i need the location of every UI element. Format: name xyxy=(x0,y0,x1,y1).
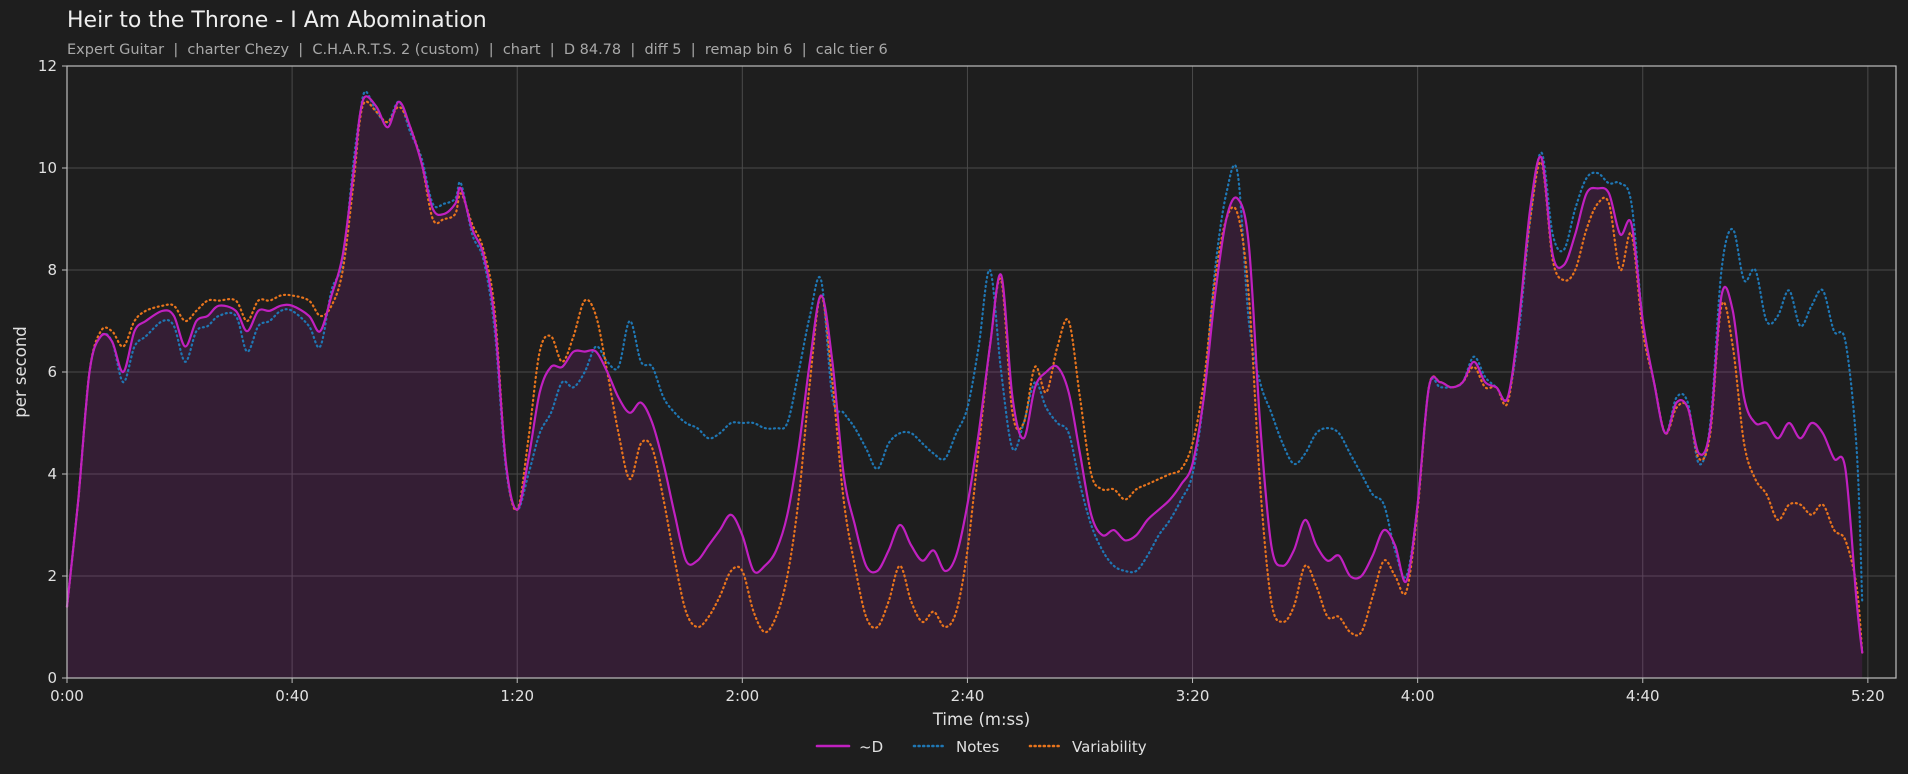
y-tick-label-4: 8 xyxy=(47,261,57,279)
x-tick-label-3: 2:00 xyxy=(725,687,759,705)
series-line-1 xyxy=(65,90,1864,608)
y-tick-label-2: 4 xyxy=(47,465,57,483)
y-tick-label-6: 12 xyxy=(38,57,57,75)
x-axis-ticks: 0:00 0:40 1:20 2:00 2:40 3:20 4:00 4:40 5:20 xyxy=(50,678,1885,705)
y-tick-label-1: 2 xyxy=(47,567,57,585)
x-tick-label-0: 0:00 xyxy=(50,687,84,705)
x-tick-label-1: 0:40 xyxy=(275,687,309,705)
legend-label-1: Notes xyxy=(956,738,1000,756)
y-tick-label-0: 0 xyxy=(47,669,57,687)
y-tick-label-3: 6 xyxy=(47,363,57,381)
series-line-0 xyxy=(65,95,1864,654)
legend: ~D Notes Variability xyxy=(815,738,1147,756)
series-area-0 xyxy=(67,96,1863,679)
legend-item-0: ~D xyxy=(815,738,883,756)
y-axis-ticks: 0 2 4 6 8 10 12 xyxy=(38,57,67,687)
series-line-2 xyxy=(65,100,1864,654)
legend-item-2: Variability xyxy=(1028,738,1147,756)
legend-label-2: Variability xyxy=(1072,738,1147,756)
x-tick-label-6: 4:00 xyxy=(1401,687,1435,705)
x-tick-label-8: 5:20 xyxy=(1851,687,1885,705)
x-tick-label-2: 1:20 xyxy=(500,687,534,705)
y-tick-label-5: 10 xyxy=(38,159,57,177)
x-axis-label: Time (m:ss) xyxy=(932,710,1030,729)
legend-label-0: ~D xyxy=(859,738,883,756)
x-tick-label-5: 3:20 xyxy=(1176,687,1210,705)
y-axis-label: per second xyxy=(11,326,30,418)
x-tick-label-7: 4:40 xyxy=(1626,687,1660,705)
chart-title: Heir to the Throne - I Am Abomination xyxy=(67,8,487,33)
area-fill-layer xyxy=(67,96,1863,679)
legend-item-1: Notes xyxy=(912,738,1000,756)
x-tick-label-4: 2:40 xyxy=(951,687,985,705)
series-lines xyxy=(65,90,1864,654)
chart-subtitle: Expert Guitar | charter Chezy | C.H.A.R.… xyxy=(67,42,888,58)
